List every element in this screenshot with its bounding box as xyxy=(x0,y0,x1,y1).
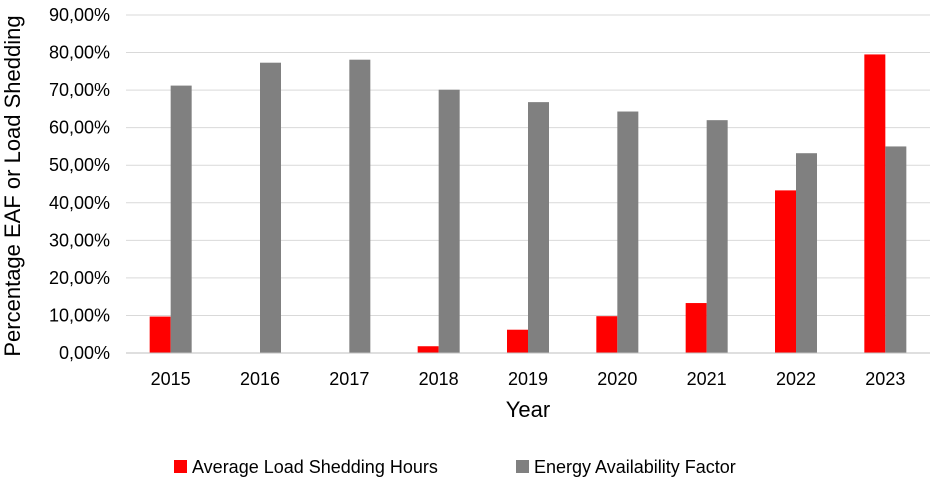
x-tick-label: 2018 xyxy=(419,369,459,389)
bar-energy-availability-2023 xyxy=(885,146,907,353)
y-axis-title: Percentage EAF or Load Shedding xyxy=(0,15,25,356)
bar-energy-availability-2018 xyxy=(438,89,460,353)
y-tick-label: 0,00% xyxy=(59,343,110,363)
bar-energy-availability-2015 xyxy=(170,85,192,354)
bar-energy-availability-2019 xyxy=(528,102,549,353)
y-tick-label: 20,00% xyxy=(49,268,110,288)
y-tick-label: 10,00% xyxy=(49,305,110,325)
y-tick-label: 80,00% xyxy=(49,43,110,63)
x-tick-label: 2022 xyxy=(776,369,816,389)
legend-swatch-load-shedding xyxy=(174,460,187,473)
bar-load-shedding-2021 xyxy=(685,303,707,353)
legend-label-energy-availability: Energy Availability Factor xyxy=(534,457,736,477)
legend-swatch-energy-availability xyxy=(516,460,529,473)
y-tick-labels: 0,00% 10,00% 20,00% 30,00% 40,00% 50,00% 60,00… xyxy=(49,5,110,363)
x-tick-label: 2021 xyxy=(687,369,727,389)
y-tick-label: 50,00% xyxy=(49,155,110,175)
y-tick-label: 30,00% xyxy=(49,230,110,250)
x-tick-labels: 2015 2016 2017 2018 2019 2020 2021 2022 2023 xyxy=(151,369,906,389)
bars xyxy=(149,54,907,354)
bar-energy-availability-2022 xyxy=(796,153,817,353)
y-tick-label: 90,00% xyxy=(49,5,110,25)
x-tick-label: 2016 xyxy=(240,369,280,389)
bar-load-shedding-2023 xyxy=(864,54,886,353)
bar-load-shedding-2015 xyxy=(149,316,171,353)
x-tick-label: 2023 xyxy=(865,369,905,389)
y-tick-label: 70,00% xyxy=(49,80,110,100)
x-tick-label: 2019 xyxy=(508,369,548,389)
bar-load-shedding-2022 xyxy=(775,190,796,353)
bar-energy-availability-2017 xyxy=(349,59,371,354)
legend: Average Load Shedding Hours Energy Avail… xyxy=(174,457,736,477)
bar-load-shedding-2019 xyxy=(507,329,528,353)
bar-load-shedding-2018 xyxy=(417,346,439,353)
bar-energy-availability-2020 xyxy=(617,111,639,353)
bar-load-shedding-2020 xyxy=(596,316,618,353)
x-tick-label: 2017 xyxy=(329,369,369,389)
x-tick-label: 2015 xyxy=(151,369,191,389)
x-tick-label: 2020 xyxy=(597,369,637,389)
y-tick-label: 60,00% xyxy=(49,118,110,138)
y-tick-label: 40,00% xyxy=(49,193,110,213)
bar-energy-availability-2021 xyxy=(706,120,728,354)
legend-label-load-shedding: Average Load Shedding Hours xyxy=(192,457,438,477)
bar-energy-availability-2016 xyxy=(260,62,281,353)
x-axis-title: Year xyxy=(506,397,550,422)
